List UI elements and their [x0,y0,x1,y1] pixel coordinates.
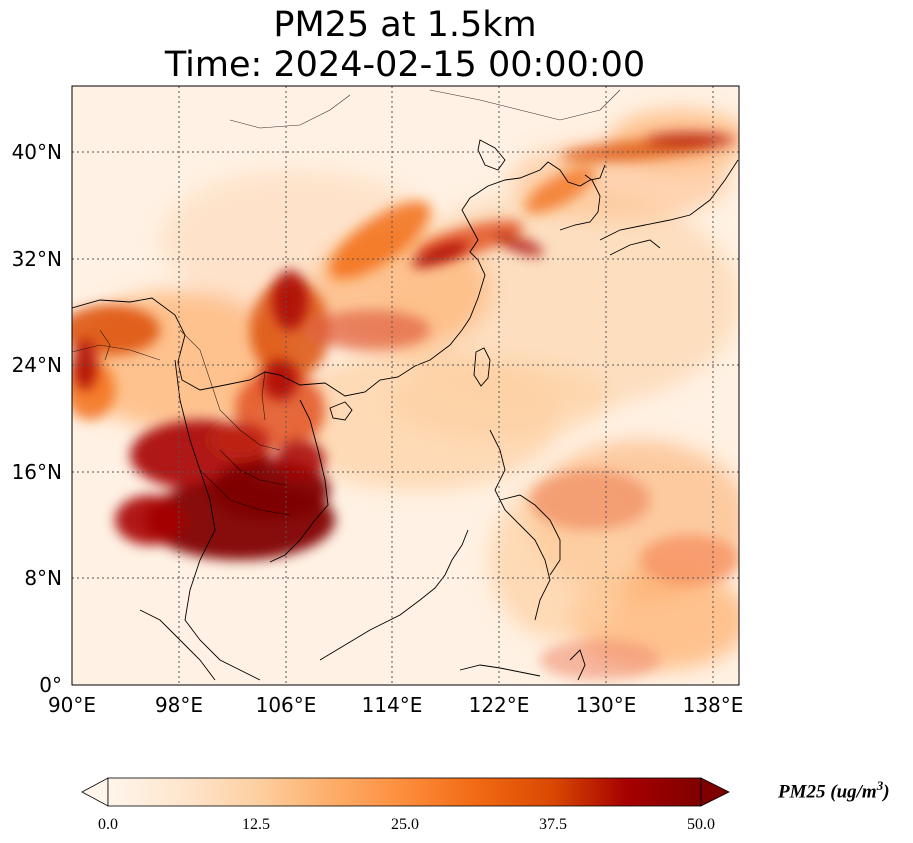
mid-concentration-plumes [72,132,739,680]
coastlines [72,139,739,681]
lon-tick-label: 114°E [362,693,423,717]
colorbar-label-sup: 3 [876,778,884,793]
lat-tick-label: 8°N [24,566,62,590]
colorbar-tick-label: 37.5 [539,816,567,833]
lon-tick-label: 130°E [576,693,637,717]
lat-tick-label: 0° [39,673,62,697]
lon-tick-label: 106°E [256,693,317,717]
lat-tick-label: 32°N [12,247,62,271]
colorbar-min-extend-arrow [81,777,109,807]
lat-tick-label: 24°N [12,353,62,377]
colorbar-label: PM25 (ug/m3) [778,778,890,803]
borders [72,89,621,516]
colorbar-max-extend-arrow [700,777,730,807]
lon-tick-label: 98°E [155,693,203,717]
colorbar-tick-label: 25.0 [391,816,419,833]
colorbar-gradient [107,777,702,807]
gridlines [72,86,739,685]
colorbar-tick-label: 50.0 [687,816,715,833]
lat-tick-label: 40°N [12,140,62,164]
pm25-field [72,86,739,685]
colorbar: 0.0 12.5 25.0 37.5 50.0 [81,777,730,833]
map-title-line-1: PM25 at 1.5km [273,5,537,45]
lon-tick-label: 138°E [683,693,744,717]
colorbar-tick-label: 0.0 [98,816,118,833]
colorbar-tick-label: 12.5 [242,816,270,833]
map-frame [71,85,740,686]
longitude-tick-labels: 90°E 98°E 106°E 114°E 122°E 130°E 138°E [48,693,743,717]
lon-tick-label: 90°E [48,693,96,717]
lat-tick-label: 16°N [12,460,62,484]
colorbar-label-main: PM25 (ug/m [778,781,877,803]
lon-tick-label: 122°E [469,693,530,717]
high-concentration-core [73,242,469,560]
latitude-tick-labels: 40°N 32°N 24°N 16°N 8°N 0° [12,140,62,697]
colorbar-label-end: ) [883,781,890,803]
map-title-line-2: Time: 2024-02-15 00:00:00 [164,45,646,85]
